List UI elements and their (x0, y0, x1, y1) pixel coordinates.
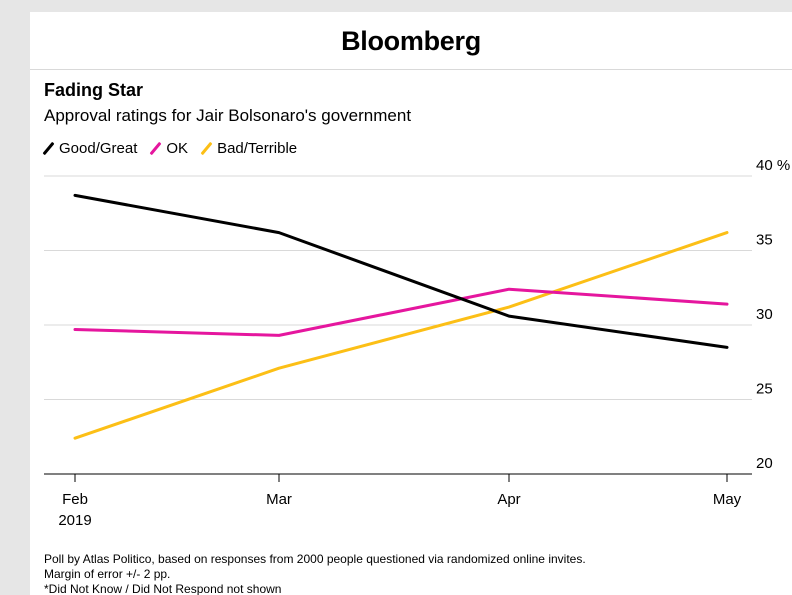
footnote: Poll by Atlas Politico, based on respons… (44, 552, 792, 595)
series-line-bad-terrible (73, 231, 729, 440)
y-tick-label-25: 25 (756, 381, 773, 398)
x-tick-label-feb: Feb (62, 491, 88, 508)
y-tick-label-35: 35 (756, 232, 773, 249)
legend-item-ok: OK (149, 140, 189, 157)
y-tick-label-20: 20 (756, 455, 773, 472)
chart-subtitle: Approval ratings for Jair Bolsonaro's go… (44, 106, 412, 125)
series-line-ok (73, 287, 729, 337)
brand-logo: Bloomberg (341, 26, 481, 56)
chart-card: Bloomberg Fading Star Approval ratings f… (30, 12, 792, 595)
series-layer (73, 193, 729, 440)
legend-item-bad-terrible: Bad/Terrible (200, 140, 298, 157)
brand-divider (30, 69, 792, 70)
legend-label-bad-terrible: Bad/Terrible (217, 140, 298, 157)
line-chart: 20 25 30 35 40 % Feb Mar Apr May 2019 (44, 157, 790, 529)
legend-item-good-great: Good/Great (42, 140, 138, 157)
legend-label-ok: OK (166, 140, 189, 157)
label-layer: 20 25 30 35 40 % Feb Mar Apr May 2019 (58, 157, 790, 529)
y-tick-label-40: 40 % (756, 157, 790, 174)
x-tick-sublabel-year: 2019 (58, 512, 91, 529)
x-tick-label-mar: Mar (266, 491, 292, 508)
footnote-not-shown: *Did Not Know / Did Not Respond not show… (44, 582, 282, 595)
footnote-source: Poll by Atlas Politico, based on respons… (44, 552, 586, 566)
chart-title: Fading Star (44, 80, 144, 100)
axis-layer (44, 473, 752, 482)
x-tick-label-apr: Apr (497, 491, 520, 508)
chart-legend: Good/Great OK Bad/Terrible (42, 140, 311, 157)
series-line-good-great (73, 193, 729, 349)
grid-layer (44, 175, 752, 400)
y-tick-label-30: 30 (756, 306, 773, 323)
x-tick-label-may: May (713, 491, 742, 508)
footnote-margin: Margin of error +/- 2 pp. (44, 567, 171, 581)
legend-label-good-great: Good/Great (59, 140, 138, 157)
